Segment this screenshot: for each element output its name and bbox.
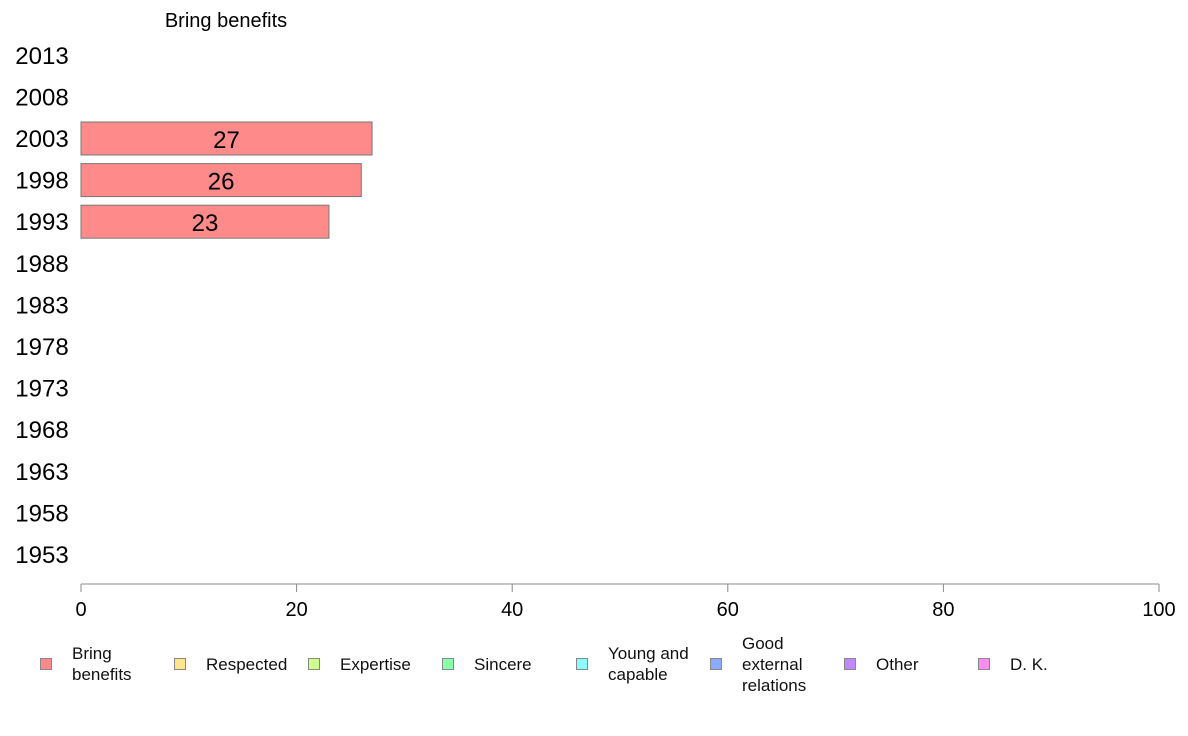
legend-label: Expertise [340,654,411,674]
legend-item: Bring benefits [40,643,132,685]
x-tick-label: 60 [717,599,739,621]
data-label: 27 [213,127,240,154]
bars: 27 26 23 [80,121,373,239]
legend-swatch [844,658,856,670]
bar-chart: Bring benefits 2013 2008 2003 1998 1993 1988 1… [15,10,1176,621]
x-tick-label: 100 [1142,599,1175,621]
legend-label: Young and capable [608,644,689,684]
legend-item: Expertise [308,654,411,675]
category-label: 1983 [15,292,68,319]
legend-swatch [442,658,454,670]
data-label: 26 [208,169,235,196]
x-tick-label: 0 [75,599,86,621]
category-label: 1953 [15,542,68,569]
category-label: 2008 [15,84,68,111]
category-rows: 2013 2008 2003 1998 1993 1988 1983 1978 1973 1968… [15,43,68,569]
legend-label: Other [876,654,919,674]
x-tick-label: 20 [285,599,307,621]
legend-label: Bring benefits [72,644,132,684]
legend-item: Respected [174,654,287,675]
legend-item: Sincere [442,654,532,675]
data-label: 23 [192,210,219,237]
category-label: 1973 [15,376,68,403]
legend-label: D. K. [1010,654,1048,674]
legend-swatch [576,658,588,670]
category-label: 1958 [15,500,68,527]
category-label: 1978 [15,334,68,361]
legend-item: Good external relations [710,633,806,696]
bar-1993 [80,204,330,239]
chart-title: Bring benefits [165,10,287,32]
legend-swatch [308,658,320,670]
legend-swatch [710,658,722,670]
category-label: 2013 [15,43,68,70]
category-label: 1963 [15,459,68,486]
bar-1998 [80,163,362,198]
category-label: 2003 [15,126,68,153]
legend-label: Good external relations [742,633,807,695]
legend-item: Other [844,654,919,675]
legend-item: D. K. [978,654,1048,675]
legend-swatch [40,658,52,670]
legend-label: Sincere [474,654,532,674]
x-tick-label: 80 [932,599,954,621]
legend: Bring benefits Respected Expertise Sincere Y… [0,630,1188,710]
legend-swatch [978,658,990,670]
legend-swatch [174,658,186,670]
legend-item: Young and capable [576,643,689,685]
legend-label: Respected [206,654,288,674]
category-label: 1988 [15,251,68,278]
bar-2003 [80,121,373,156]
x-axis: 0 20 40 60 80 100 [75,583,1176,621]
category-label: 1993 [15,209,68,236]
x-tick-label: 40 [501,599,523,621]
category-label: 1968 [15,417,68,444]
category-label: 1998 [15,168,68,195]
